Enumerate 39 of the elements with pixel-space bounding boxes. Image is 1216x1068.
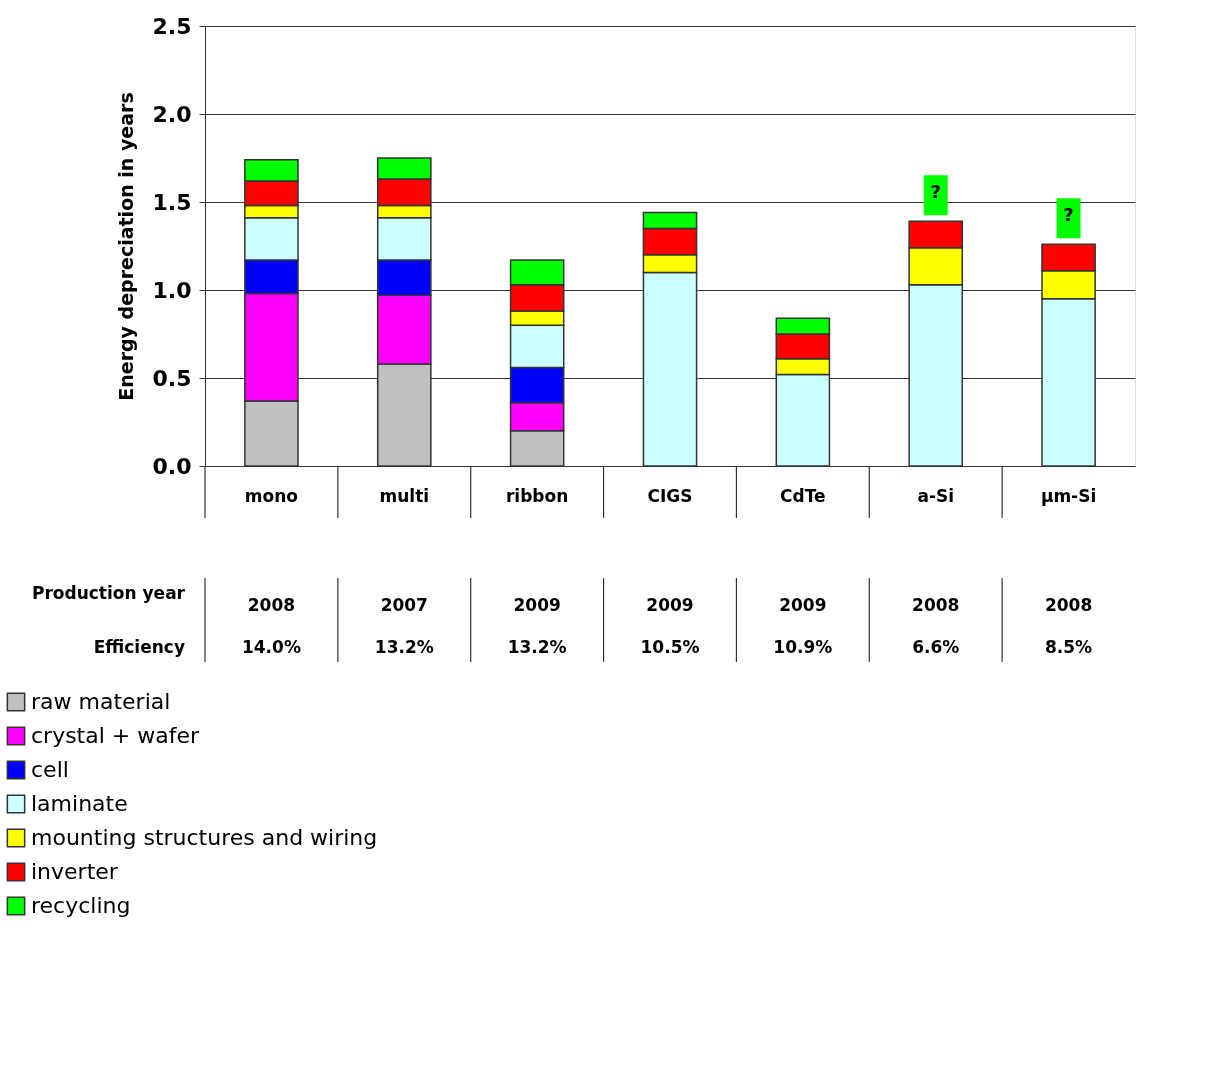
text: 2008 [1044,595,1093,615]
legend-label: laminate [31,791,128,816]
text: 2009 [513,595,561,615]
text: Efficiency [93,637,185,657]
text: Production year [32,583,186,603]
text: 2009 [646,595,694,615]
text: 10.9% [773,637,833,657]
text: 13.2% [374,637,434,657]
y-tick-label: 1.0 [152,277,192,303]
legend-label: inverter [31,859,119,884]
text: 2008 [912,595,960,615]
text: 6.6% [912,637,960,657]
x-tick-label: a-Si [917,485,955,506]
y-tick-label: 0.5 [152,365,192,391]
annotation: ? [930,181,941,203]
y-tick-label: 1.5 [152,189,192,215]
x-tick-label: ribbon [505,485,569,506]
text: 2008 [247,595,296,615]
y-axis-title: Energy depreciation in years [114,92,137,401]
x-tick-label: multi [379,485,430,506]
annotation: ? [1063,204,1074,226]
x-tick-label: µm-Si [1040,485,1097,506]
x-tick-label: CdTe [780,485,826,506]
x-tick-label: CIGS [647,485,693,506]
text: 14.0% [241,637,301,657]
text: 10.5% [640,637,700,657]
text: 8.5% [1044,637,1093,657]
text: 2009 [779,595,827,615]
y-tick-label: 0.0 [152,453,192,479]
text: 2007 [380,595,428,615]
legend-label: raw material [31,689,171,714]
legend-label: mounting structures and wiring [31,825,378,850]
legend-label: cell [31,757,69,782]
x-tick-label: mono [244,485,299,506]
legend-label: crystal + wafer [31,723,201,748]
y-tick-label: 2.5 [152,13,192,39]
legend-label: recycling [31,893,131,918]
text: 13.2% [507,637,567,657]
y-tick-label: 2.0 [152,101,192,127]
